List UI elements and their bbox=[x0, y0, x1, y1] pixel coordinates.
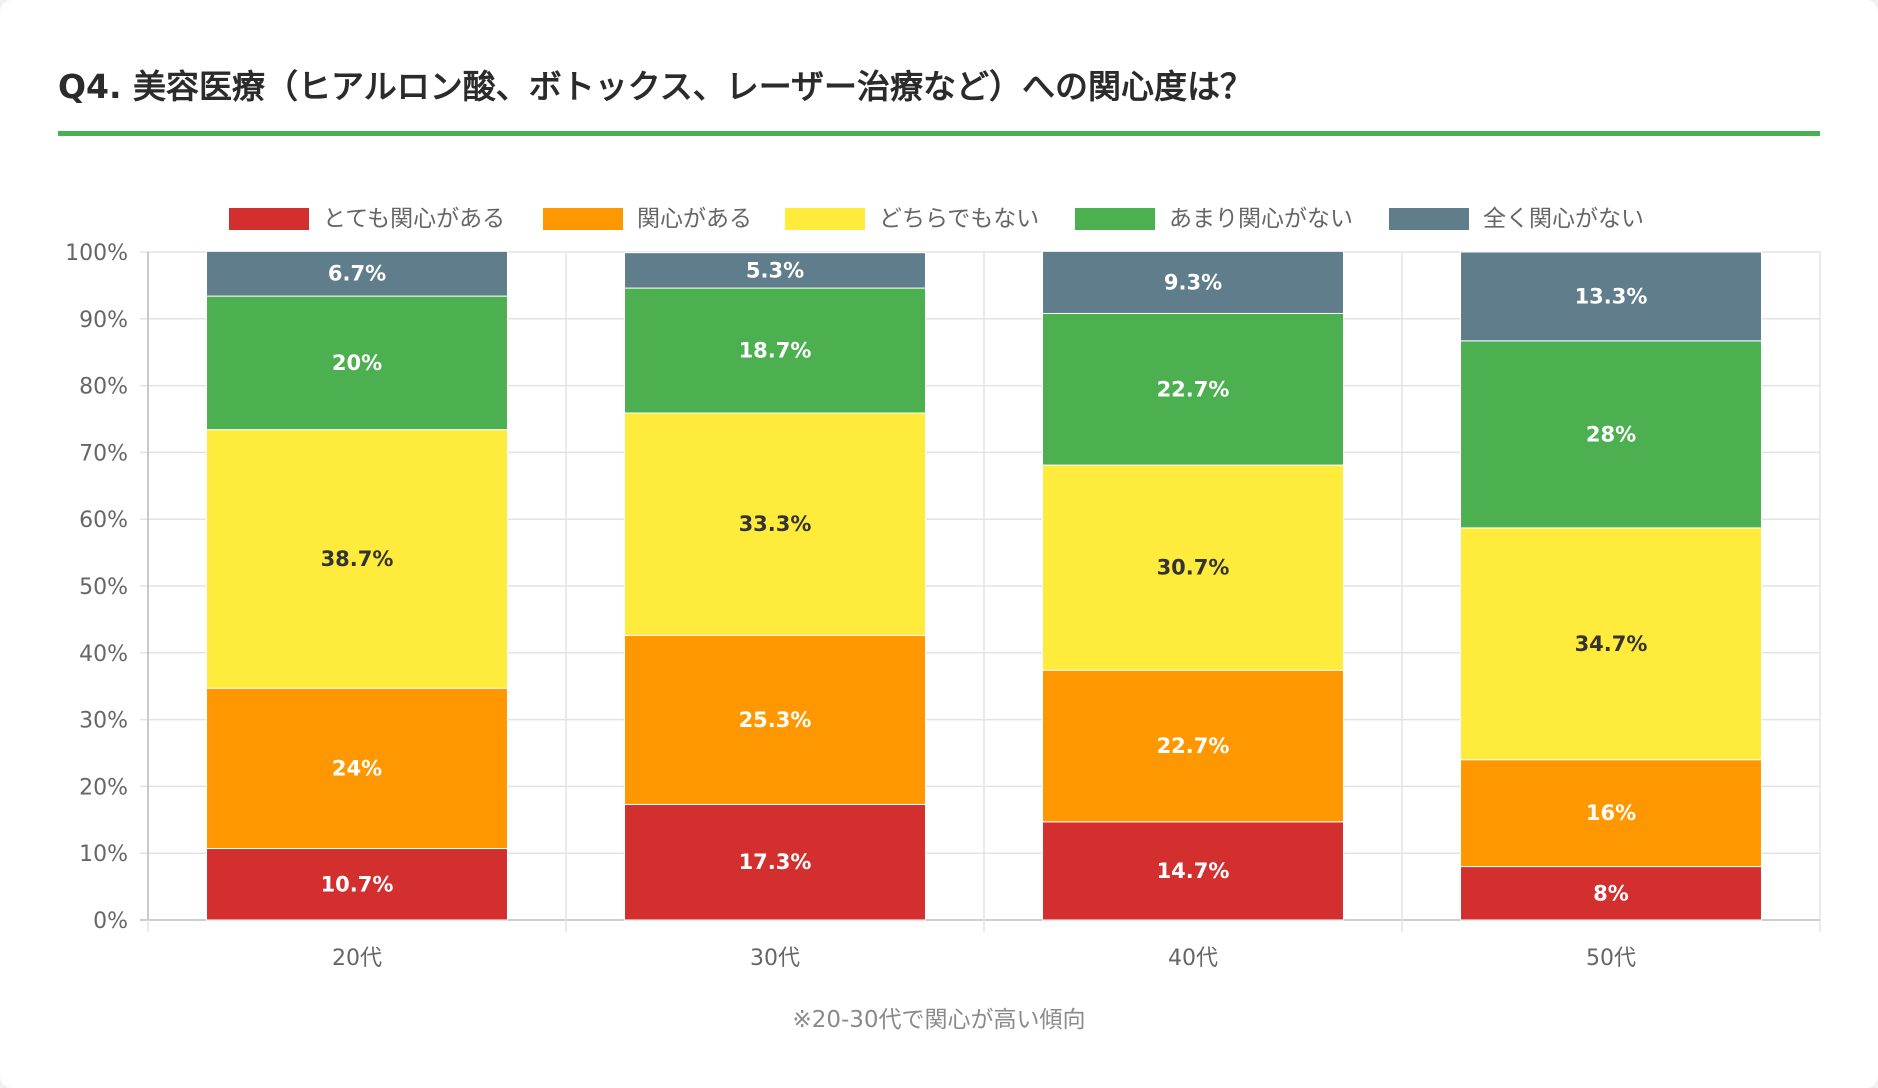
y-tick-label: 50% bbox=[79, 575, 128, 600]
bar-value-label: 5.3% bbox=[746, 258, 804, 282]
bar-segment bbox=[1460, 866, 1762, 921]
bar-value-label: 18.7% bbox=[739, 339, 812, 363]
bar-value-label: 16% bbox=[1586, 801, 1636, 825]
bar-value-label: 13.3% bbox=[1575, 284, 1648, 308]
bar-segment bbox=[1042, 821, 1344, 921]
bar-segment bbox=[624, 634, 926, 805]
y-tick-label: 20% bbox=[79, 775, 128, 800]
bar-segment bbox=[1042, 250, 1344, 314]
bar-value-label: 28% bbox=[1586, 422, 1636, 446]
bar-segment bbox=[624, 803, 926, 921]
bar-value-label: 17.3% bbox=[739, 850, 812, 874]
bar-segment bbox=[206, 848, 508, 921]
bar-segment bbox=[206, 429, 508, 689]
y-tick-label: 70% bbox=[79, 441, 128, 466]
bar-segment bbox=[206, 295, 508, 431]
bar-segment bbox=[1042, 464, 1344, 671]
bar-value-label: 38.7% bbox=[321, 547, 394, 571]
legend-swatch bbox=[543, 208, 623, 230]
y-tick-label: 80% bbox=[79, 375, 128, 400]
bar-value-label: 34.7% bbox=[1575, 632, 1648, 656]
bar-segment bbox=[624, 287, 926, 414]
bar-value-label: 8% bbox=[1593, 881, 1629, 905]
bar-segment bbox=[624, 252, 926, 289]
legend-label: とても関心がある bbox=[323, 206, 506, 232]
bar-segment bbox=[1042, 669, 1344, 823]
title-underline bbox=[58, 131, 1820, 136]
legend-label: 全く関心がない bbox=[1483, 206, 1644, 232]
y-tick-label: 0% bbox=[93, 909, 128, 934]
legend-label: 関心がある bbox=[637, 206, 752, 232]
bar-segment bbox=[206, 687, 508, 850]
bar-segment bbox=[624, 412, 926, 636]
y-tick-label: 90% bbox=[79, 308, 128, 333]
bar-value-label: 9.3% bbox=[1164, 270, 1222, 294]
x-tick-label: 30代 bbox=[750, 946, 800, 971]
y-tick-label: 100% bbox=[65, 241, 128, 266]
bar-value-label: 14.7% bbox=[1157, 859, 1230, 883]
legend-swatch bbox=[1389, 208, 1469, 230]
bar-segment bbox=[1460, 251, 1762, 342]
bar-segment bbox=[1460, 759, 1762, 868]
page-title: Q4. 美容医療（ヒアルロン酸、ボトックス、レーザー治療など）への関心度は？ bbox=[58, 67, 1254, 106]
bar-value-label: 6.7% bbox=[328, 262, 386, 286]
y-tick-label: 40% bbox=[79, 642, 128, 667]
x-tick-label: 40代 bbox=[1168, 946, 1218, 971]
y-tick-label: 10% bbox=[79, 842, 128, 867]
bar-value-label: 20% bbox=[332, 351, 382, 375]
bar-segment bbox=[1042, 312, 1344, 466]
chart-legend: とても関心がある 関心がある どちらでもない あまり関心がない 全く関心がない bbox=[0, 204, 1878, 234]
bar-value-label: 22.7% bbox=[1157, 377, 1230, 401]
y-tick-label: 30% bbox=[79, 709, 128, 734]
bar-value-label: 33.3% bbox=[739, 512, 812, 536]
bar-value-label: 30.7% bbox=[1157, 556, 1230, 580]
bar-value-label: 10.7% bbox=[321, 872, 394, 896]
bar-value-label: 25.3% bbox=[739, 708, 812, 732]
bar-segment bbox=[206, 250, 508, 297]
bar-value-label: 24% bbox=[332, 756, 382, 780]
chart-footnote: ※20-30代で関心が高い傾向 bbox=[792, 1007, 1086, 1033]
bar-segment bbox=[1460, 340, 1762, 529]
x-tick-label: 20代 bbox=[332, 946, 382, 971]
bar-value-label: 22.7% bbox=[1157, 734, 1230, 758]
legend-label: あまり関心がない bbox=[1169, 206, 1353, 232]
y-tick-label: 60% bbox=[79, 508, 128, 533]
legend-label: どちらでもない bbox=[879, 206, 1040, 232]
legend-swatch bbox=[229, 208, 309, 230]
legend-swatch bbox=[1075, 208, 1155, 230]
x-tick-label: 50代 bbox=[1586, 946, 1636, 971]
legend-swatch bbox=[785, 208, 865, 230]
bar-segment bbox=[1460, 527, 1762, 761]
